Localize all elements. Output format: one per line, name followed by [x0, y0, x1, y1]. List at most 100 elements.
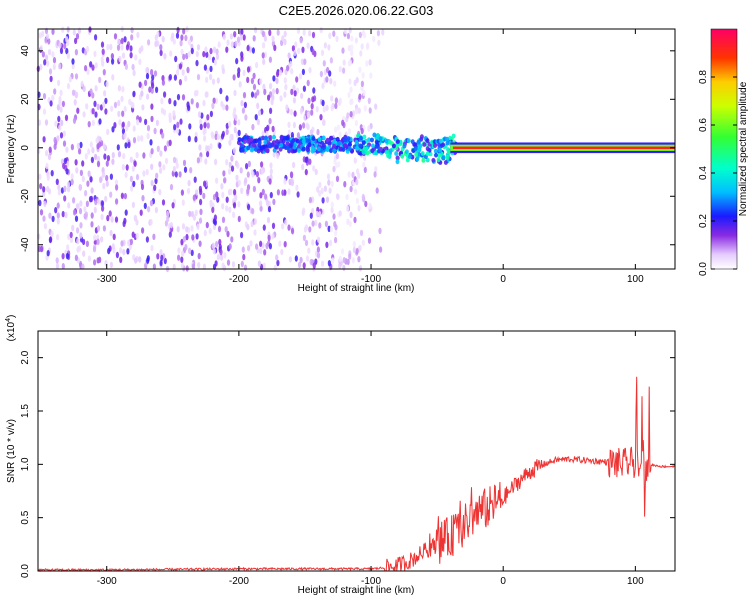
- heatmap-cell: [120, 240, 124, 247]
- heatmap-cell: [322, 106, 326, 113]
- heatmap-cell: [153, 70, 158, 77]
- y-tick-label: 2.0: [20, 350, 31, 364]
- heatmap-cell: [74, 254, 78, 261]
- heatmap-cell: [312, 165, 316, 172]
- heatmap-cell: [56, 234, 60, 241]
- heatmap-cell: [123, 132, 127, 139]
- heatmap-cell: [177, 247, 181, 254]
- heatmap-cell: [198, 144, 202, 151]
- heatmap-cell: [50, 230, 54, 238]
- heatmap-cell: [302, 85, 306, 92]
- heatmap-cell: [292, 121, 296, 129]
- heatmap-cell: [341, 147, 346, 153]
- heatmap-cell: [372, 35, 376, 43]
- heatmap-cell: [229, 188, 233, 195]
- heatmap-cell: [61, 253, 65, 260]
- heatmap-cell: [342, 59, 346, 66]
- heatmap-cell: [141, 227, 145, 234]
- heatmap-cell: [318, 222, 322, 229]
- heatmap-cell: [120, 44, 124, 51]
- heatmap-cell: [283, 241, 287, 248]
- heatmap-cell: [65, 146, 69, 153]
- heatmap-cell: [180, 189, 184, 196]
- heatmap-cell: [272, 134, 276, 140]
- heatmap-cell: [100, 200, 105, 207]
- heatmap-cell: [292, 97, 296, 104]
- heatmap-cell: [182, 236, 186, 243]
- heatmap-cell: [48, 68, 53, 75]
- heatmap-cell: [230, 236, 234, 243]
- heatmap-cell: [169, 222, 173, 229]
- heatmap-cell: [249, 137, 254, 142]
- heatmap-cell: [362, 161, 366, 169]
- heatmap-cell: [143, 202, 147, 210]
- heatmap-cell: [215, 177, 219, 184]
- heatmap-cell: [100, 236, 104, 243]
- heatmap-cell: [64, 114, 69, 122]
- heatmap-cell: [283, 38, 287, 46]
- heatmap-cell: [247, 203, 251, 211]
- snr-panel: -300 -200 -100 0 100 0.0 0.5 1.0 1.5 2.0 Height …: [5, 315, 676, 596]
- heatmap-cell: [176, 121, 180, 128]
- heatmap-cell: [214, 158, 218, 166]
- heatmap-cell: [89, 176, 93, 183]
- heatmap-cell: [102, 69, 106, 76]
- heatmap-cell: [348, 220, 352, 227]
- heatmap-cell: [82, 111, 86, 118]
- heatmap-cell: [355, 178, 359, 186]
- heatmap-cell: [87, 121, 91, 128]
- heatmap-cell: [361, 239, 365, 246]
- heatmap-cell: [154, 34, 158, 41]
- heatmap-cell: [182, 159, 187, 167]
- heatmap-cell: [266, 124, 270, 132]
- heatmap-cell: [78, 207, 83, 215]
- heatmap-cell: [173, 100, 177, 107]
- heatmap-cell: [334, 102, 338, 110]
- heatmap-cell: [45, 162, 49, 170]
- heatmap-cell: [228, 243, 232, 250]
- heatmap-cell: [360, 43, 364, 50]
- heatmap-cell: [350, 49, 354, 57]
- heatmap-cell: [322, 119, 326, 126]
- heatmap-cell: [357, 107, 361, 114]
- heatmap-cell: [116, 144, 120, 151]
- heatmap-cell: [39, 63, 43, 71]
- heatmap-cell: [126, 248, 130, 255]
- heatmap-cell: [52, 63, 56, 71]
- heatmap-cell: [221, 67, 225, 75]
- heatmap-cell: [304, 168, 308, 176]
- heatmap-cell: [333, 80, 337, 87]
- heatmap-cell: [43, 223, 48, 230]
- heatmap-cell: [209, 201, 213, 209]
- heatmap-cell: [150, 148, 154, 155]
- heatmap-cell: [246, 76, 250, 84]
- heatmap-cell: [256, 118, 260, 126]
- heatmap-cell: [117, 99, 121, 107]
- heatmap-cell: [197, 111, 202, 118]
- heatmap-cell: [332, 213, 336, 220]
- heatmap-cell: [391, 143, 396, 149]
- heatmap-cell: [93, 239, 97, 246]
- heatmap-cell: [138, 58, 142, 65]
- heatmap-cell: [221, 216, 226, 223]
- heatmap-cell: [223, 177, 227, 184]
- heatmap-cell: [349, 111, 353, 118]
- heatmap-cell: [323, 185, 327, 192]
- heatmap-cell: [247, 245, 251, 252]
- heatmap-cell: [358, 135, 363, 141]
- heatmap-cell: [364, 146, 369, 152]
- heatmap-cell: [271, 125, 275, 133]
- heatmap-cell: [421, 158, 426, 163]
- heatmap-cell: [137, 135, 141, 142]
- heatmap-cell: [235, 174, 239, 181]
- heatmap-cell: [76, 142, 80, 150]
- heatmap-cell: [317, 236, 321, 243]
- heatmap-cell: [109, 229, 113, 237]
- heatmap-cell: [286, 65, 290, 72]
- heatmap-cell: [141, 104, 145, 111]
- heatmap-cell: [122, 153, 126, 160]
- heatmap-cell: [173, 74, 177, 81]
- heatmap-cell: [310, 103, 314, 110]
- heatmap-cell: [174, 55, 178, 63]
- heatmap-cell: [195, 89, 199, 97]
